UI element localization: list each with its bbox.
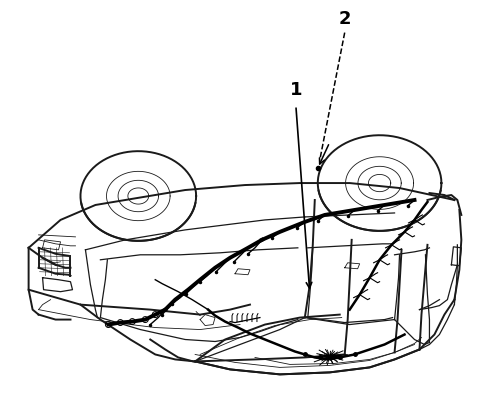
Text: 2: 2: [338, 10, 351, 28]
Text: 1: 1: [289, 82, 302, 99]
